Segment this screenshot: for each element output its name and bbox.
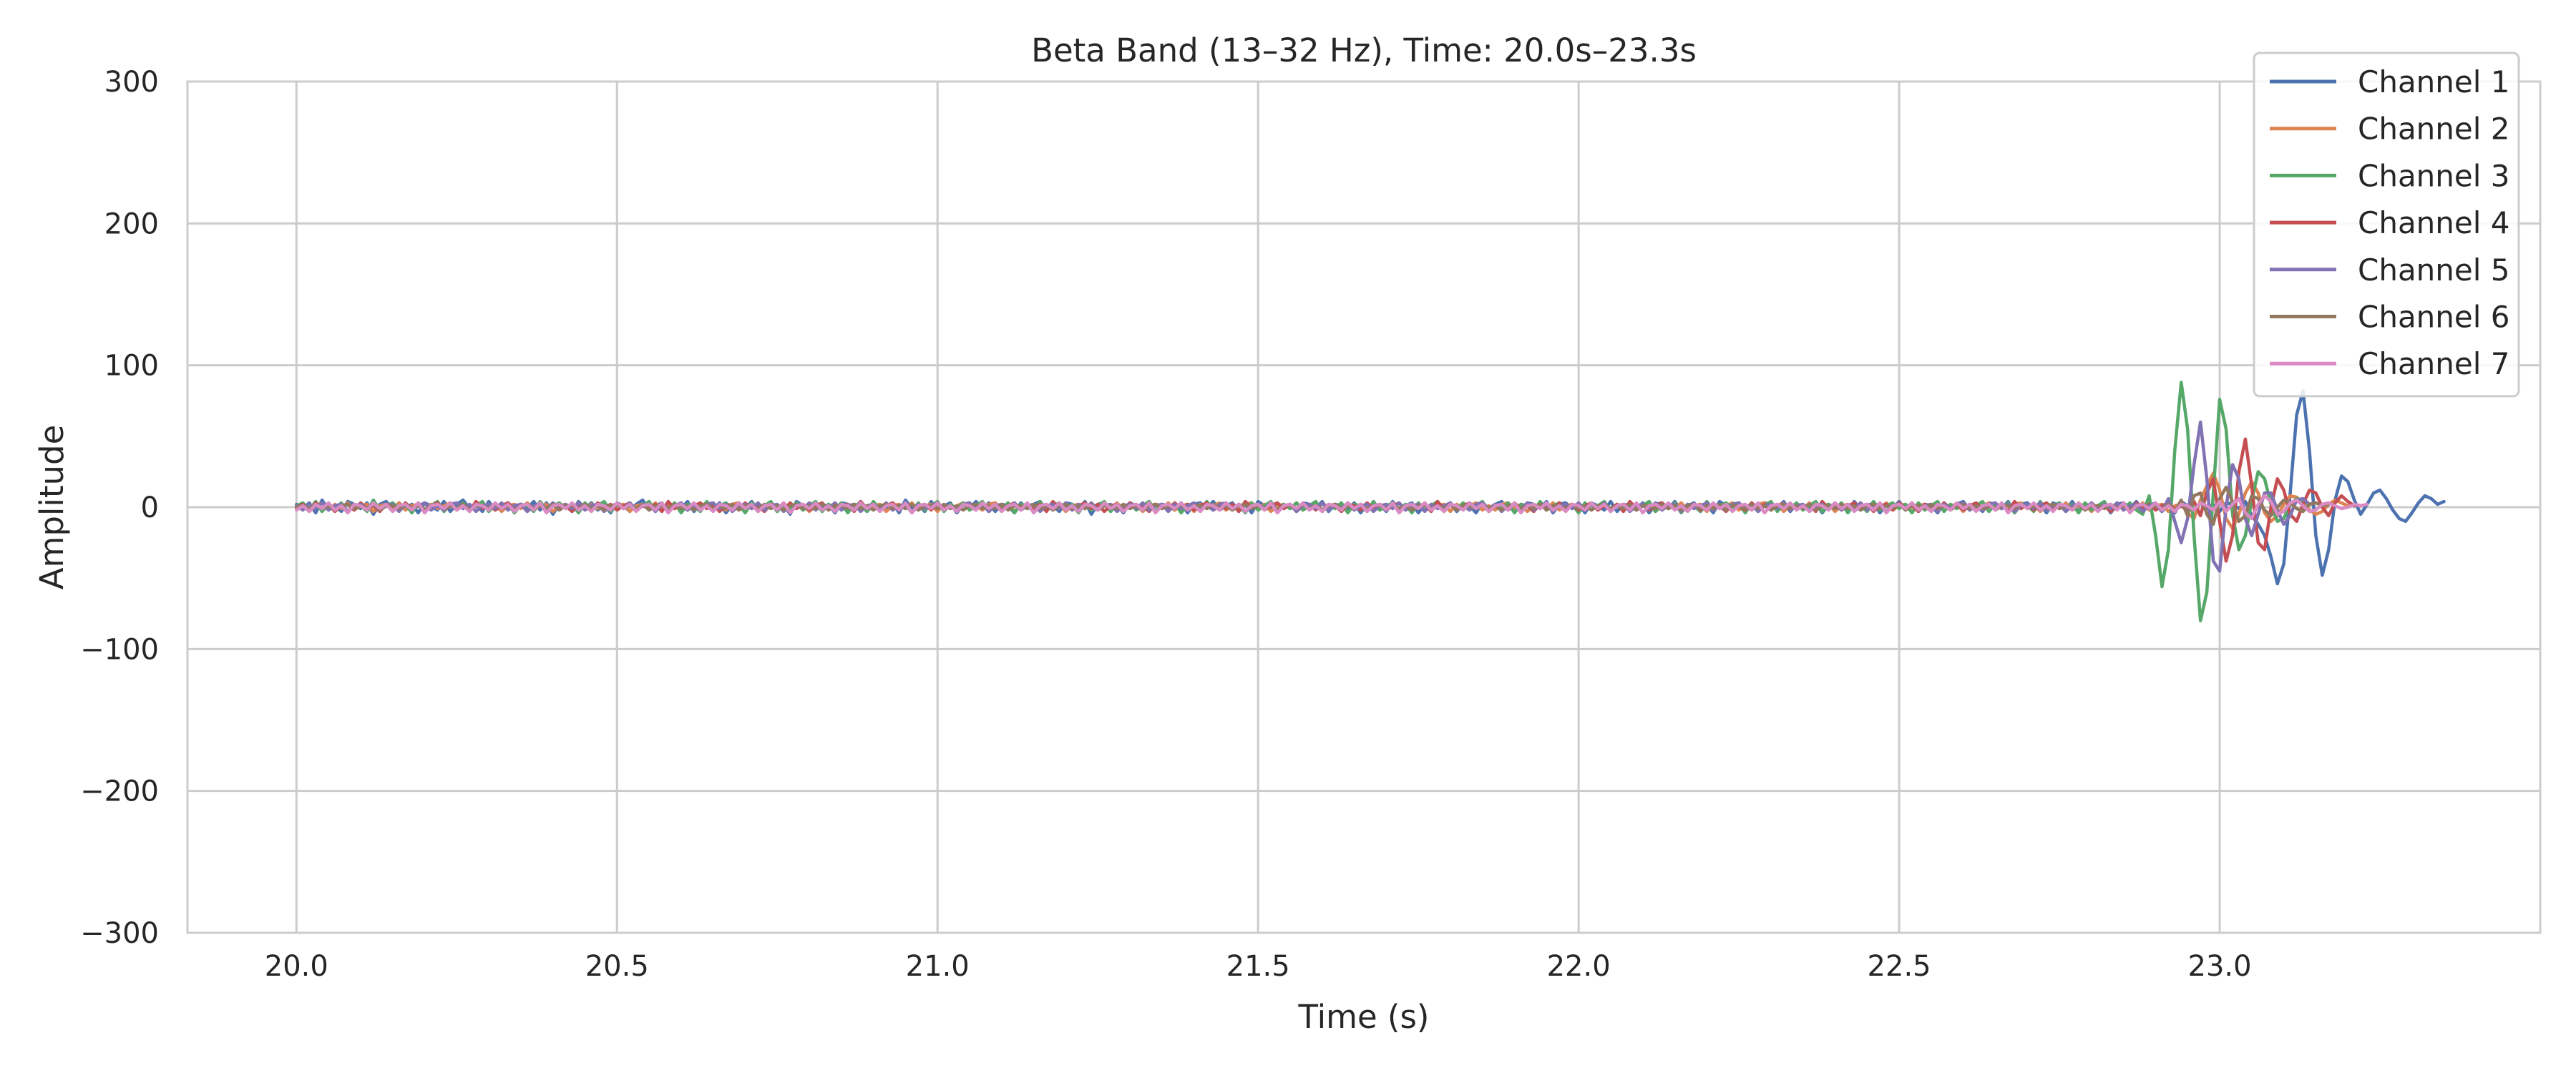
x-tick-label: 20.5 [585, 950, 649, 983]
y-tick-label: −300 [80, 917, 159, 950]
y-tick-labels: −300 −200 −100 0 100 200 300 [80, 66, 159, 950]
legend-label: Channel 5 [2358, 253, 2510, 288]
plot-frame [186, 80, 2542, 934]
legend-box [2253, 52, 2520, 398]
x-tick-label: 22.5 [1868, 950, 1931, 983]
y-tick-label: 100 [104, 350, 159, 383]
x-tick-label: 22.0 [1547, 950, 1611, 983]
legend-label: Channel 3 [2358, 158, 2510, 193]
x-tick-labels: 20.0 20.5 21.0 21.5 22.0 22.5 23.0 [265, 950, 2252, 983]
y-tick-label: −100 [80, 633, 159, 666]
legend-label: Channel 7 [2358, 346, 2510, 381]
chart-title: Beta Band (13–32 Hz), Time: 20.0s–23.3s [1031, 31, 1697, 69]
x-tick-label: 21.5 [1226, 950, 1290, 983]
y-axis-title: Amplitude [33, 425, 71, 590]
series-layer [295, 381, 2446, 622]
x-tick-label: 23.0 [2188, 950, 2252, 983]
x-axis-title: Time (s) [1298, 998, 1430, 1036]
legend-label: Channel 4 [2358, 205, 2510, 240]
y-tick-label: −200 [80, 775, 159, 808]
y-tick-label: 0 [141, 491, 159, 524]
legend: Channel 1 Channel 2 Channel 3 Channel 4 Chan… [2253, 52, 2520, 398]
legend-label: Channel 1 [2358, 64, 2510, 99]
x-tick-label: 20.0 [265, 950, 328, 983]
y-tick-label: 300 [104, 66, 159, 99]
x-tick-label: 21.0 [906, 950, 970, 983]
legend-label: Channel 6 [2358, 300, 2510, 335]
series-line-channel-7 [295, 494, 2369, 521]
legend-label: Channel 2 [2358, 112, 2510, 147]
y-tick-label: 200 [104, 207, 159, 240]
